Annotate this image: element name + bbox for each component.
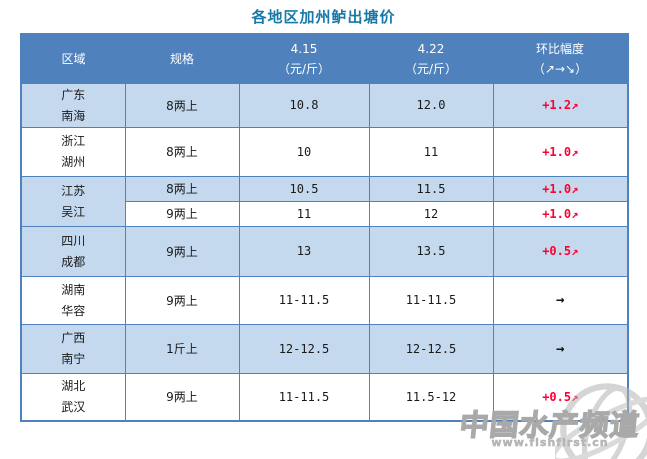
price1-cell: 11	[238, 200, 370, 227]
price2-cell: 11.5	[368, 175, 494, 202]
region-cell: 广西 南宁	[20, 323, 126, 374]
change-cell: +1.0↗	[492, 126, 629, 177]
price1-cell: 13	[238, 225, 370, 277]
column-header-date1: 4.15 （元/斤）	[239, 34, 369, 83]
change-cell: +1.0↗	[492, 175, 629, 202]
column-header-region: 区域	[21, 34, 125, 83]
price1-cell: 10.8	[238, 82, 370, 128]
table-row: 湖北 武汉 9两上 11-11.5 11.5-12 +0.5↗	[20, 372, 629, 422]
table-row: 江苏 吴江 8两上 10.5 11.5 +1.0↗	[20, 175, 629, 227]
region-cell: 浙江 湖州	[20, 126, 126, 177]
watermark-site-url: www.fishfirst.cn	[491, 436, 609, 449]
price2-cell: 11.5-12	[368, 372, 494, 422]
table-row: 广西 南宁 1斤上 12-12.5 12-12.5 →	[20, 323, 629, 374]
price2-cell: 12	[368, 200, 494, 227]
column-header-date2: 4.22 （元/斤）	[369, 34, 493, 83]
price1-cell: 11-11.5	[238, 275, 370, 325]
region-cell: 四川 成都	[20, 225, 126, 277]
price2-cell: 11	[368, 126, 494, 177]
table-header: 区域 规格 4.15 （元/斤） 4.22 （元/斤） 环比幅度 （↗→↘）	[21, 34, 628, 83]
change-cell: →	[492, 323, 629, 374]
spec-cell: 9两上	[124, 275, 240, 325]
change-cell: →	[492, 275, 629, 325]
price1-cell: 10.5	[238, 175, 370, 202]
change-cell: +1.0↗	[492, 200, 629, 227]
spec-cell: 8两上	[124, 175, 240, 202]
price2-cell: 11-11.5	[368, 275, 494, 325]
change-cell: +1.2↗	[492, 82, 629, 128]
page-title: 各地区加州鲈出塘价	[251, 8, 396, 26]
table-row: 湖南 华容 9两上 11-11.5 11-11.5 →	[20, 275, 629, 325]
spec-cell: 9两上	[124, 225, 240, 277]
change-cell: +0.5↗	[492, 225, 629, 277]
table-row: 9两上 11 12 +1.0↗	[21, 200, 629, 227]
column-header-spec: 规格	[125, 34, 239, 83]
region-cell: 广东 南海	[20, 82, 126, 128]
region-cell-merged: 江苏 吴江	[20, 175, 126, 227]
spec-cell: 8两上	[124, 82, 240, 128]
region-cell: 湖北 武汉	[20, 372, 126, 422]
price2-cell: 13.5	[368, 225, 494, 277]
price2-cell: 12.0	[368, 82, 494, 128]
spec-cell: 1斤上	[124, 323, 240, 374]
spec-cell: 9两上	[124, 200, 240, 227]
table-row: 广东 南海 8两上 10.8 12.0 +1.2↗	[20, 82, 629, 128]
spec-cell: 8两上	[124, 126, 240, 177]
price2-cell: 12-12.5	[368, 323, 494, 374]
price1-cell: 11-11.5	[238, 372, 370, 422]
price-table: 区域 规格 4.15 （元/斤） 4.22 （元/斤） 环比幅度 （↗→↘）	[20, 33, 629, 422]
table-row: 四川 成都 9两上 13 13.5 +0.5↗	[20, 225, 629, 277]
table-row: 浙江 湖州 8两上 10 11 +1.0↗	[20, 126, 629, 177]
region-cell: 湖南 华容	[20, 275, 126, 325]
column-header-change: 环比幅度 （↗→↘）	[493, 34, 628, 83]
price1-cell: 12-12.5	[238, 323, 370, 374]
spec-cell: 9两上	[124, 372, 240, 422]
change-cell: +0.5↗	[492, 372, 629, 422]
price1-cell: 10	[238, 126, 370, 177]
